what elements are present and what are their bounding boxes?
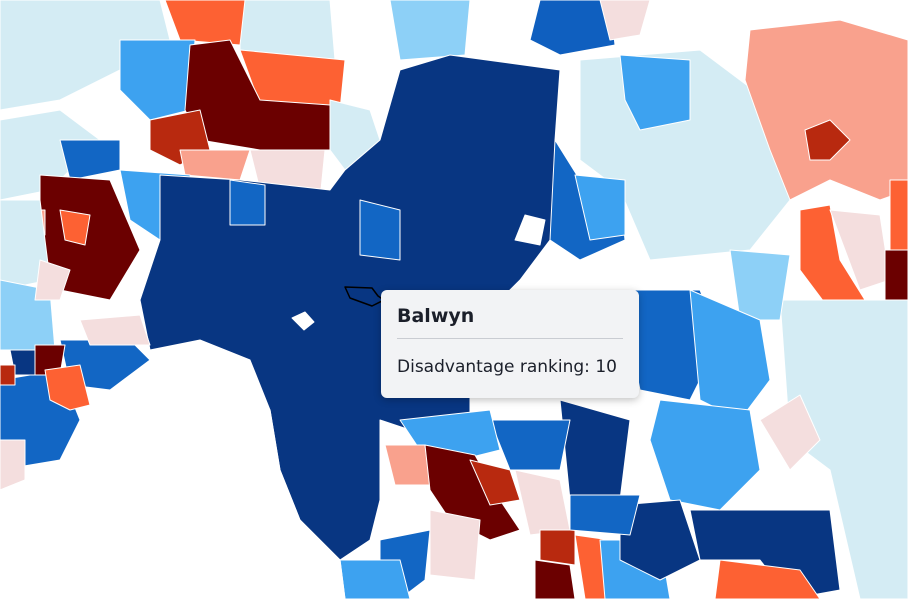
region bbox=[689, 289, 771, 421]
region bbox=[34, 259, 71, 301]
region bbox=[359, 199, 401, 261]
region bbox=[389, 0, 471, 61]
region bbox=[569, 494, 641, 536]
region bbox=[574, 174, 626, 241]
region bbox=[889, 179, 908, 261]
region bbox=[59, 209, 91, 246]
tooltip-divider bbox=[397, 338, 623, 339]
bay bbox=[0, 339, 346, 599]
region bbox=[804, 119, 851, 161]
region bbox=[429, 509, 481, 581]
tooltip-value: 10 bbox=[595, 357, 617, 377]
lake bbox=[291, 311, 315, 331]
tooltip-label: Disadvantage ranking: bbox=[397, 357, 590, 377]
region bbox=[0, 364, 16, 386]
region bbox=[229, 179, 266, 226]
region bbox=[119, 39, 196, 121]
region bbox=[619, 499, 701, 581]
region bbox=[729, 249, 791, 321]
region bbox=[619, 54, 691, 131]
region bbox=[44, 364, 91, 411]
tooltip-body: Disadvantage ranking: 10 bbox=[397, 357, 623, 377]
region bbox=[759, 394, 821, 471]
region bbox=[489, 419, 571, 471]
region bbox=[599, 0, 651, 41]
tooltip-title: Balwyn bbox=[397, 305, 475, 327]
region bbox=[339, 559, 411, 599]
region bbox=[884, 249, 908, 311]
region bbox=[534, 559, 576, 599]
region bbox=[79, 314, 151, 346]
region bbox=[469, 459, 521, 506]
tooltip: Balwyn Disadvantage ranking: 10 bbox=[381, 290, 639, 398]
unmapped-area bbox=[514, 214, 546, 246]
region bbox=[164, 0, 246, 46]
region bbox=[529, 0, 616, 56]
region bbox=[539, 529, 576, 566]
region bbox=[744, 19, 908, 201]
region bbox=[714, 559, 821, 599]
